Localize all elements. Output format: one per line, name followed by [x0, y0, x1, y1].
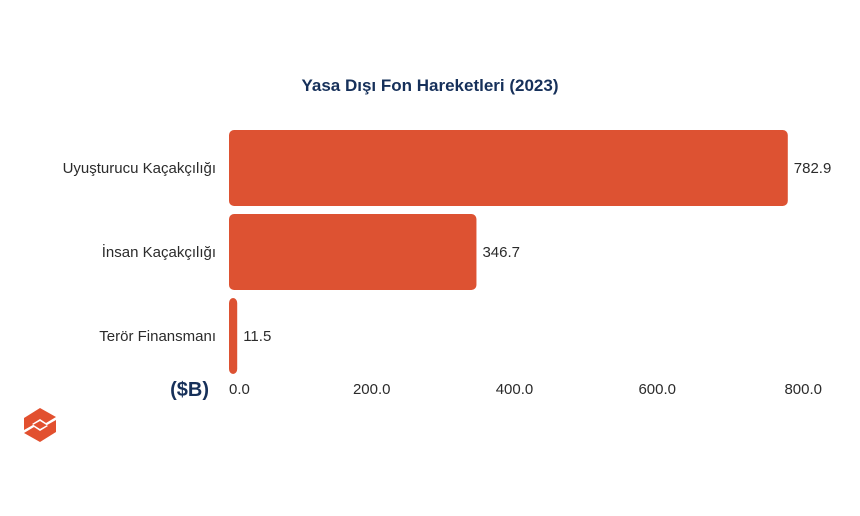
bar-0: [229, 130, 788, 206]
data-label-0: 782.9: [794, 160, 832, 177]
chart-title: Yasa Dışı Fon Hareketleri (2023): [301, 76, 559, 95]
x-tick-label-0: 0.0: [229, 381, 250, 398]
unit-label: ($B): [170, 379, 209, 401]
data-label-1: 346.7: [482, 244, 520, 261]
data-label-2: 11.5: [243, 328, 271, 345]
x-tick-label-4: 800.0: [784, 381, 822, 398]
category-label-1: İnsan Kaçakçılığı: [102, 243, 216, 261]
brand-s-logo-icon: [24, 408, 56, 442]
category-label-0: Uyuşturucu Kaçakçılığı: [63, 160, 216, 177]
x-tick-label-2: 400.0: [496, 381, 534, 398]
bar-2: [229, 298, 238, 374]
x-tick-label-1: 200.0: [353, 381, 391, 398]
x-tick-label-3: 600.0: [638, 381, 676, 398]
category-label-2: Terör Finansmanı: [99, 328, 216, 345]
bar-1: [229, 214, 477, 290]
